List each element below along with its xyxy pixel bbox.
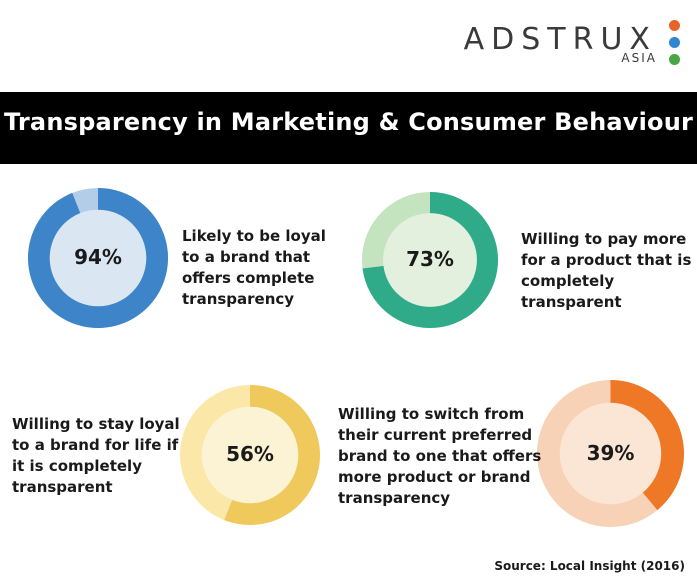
logo-subtitle: ASIA xyxy=(621,51,657,65)
donut-center xyxy=(49,209,147,307)
brand-logo: ADSTRUX ASIA xyxy=(457,18,657,68)
logo-dots-icon xyxy=(669,20,681,68)
stat-description: Likely to be loyal to a brand that offer… xyxy=(182,227,326,308)
donut-chart-pay-more: 73% xyxy=(362,192,498,328)
donut-svg xyxy=(362,192,498,328)
title-banner: Transparency in Marketing & Consumer Beh… xyxy=(0,92,697,164)
logo-dot-green xyxy=(669,54,680,65)
page-title: Transparency in Marketing & Consumer Beh… xyxy=(3,108,694,136)
stat-description: Willing to switch from their current pre… xyxy=(338,405,542,507)
donut-value-label: 73% xyxy=(406,247,454,271)
stat-description: Willing to stay loyal to a brand for lif… xyxy=(12,415,180,496)
logo-dot-orange xyxy=(669,20,680,31)
donut-chart-switch-brand: 39% xyxy=(537,380,684,527)
donut-value-label: 39% xyxy=(586,441,635,465)
donut-svg xyxy=(180,385,320,525)
donut-center xyxy=(383,213,477,307)
donut-center xyxy=(201,406,299,504)
donut-value-label: 94% xyxy=(74,245,122,269)
donut-svg xyxy=(537,380,684,527)
donut-center xyxy=(559,402,662,505)
donut-chart-loyal-complete: 94% xyxy=(28,188,168,328)
source-note: Source: Local Insight (2016) xyxy=(494,559,685,573)
logo-wordmark: ADSTRUX xyxy=(463,22,657,57)
donut-svg xyxy=(28,188,168,328)
donut-value-label: 56% xyxy=(226,442,274,466)
donut-chart-loyal-for-life: 56% xyxy=(180,385,320,525)
stat-description: Willing to pay more for a product that i… xyxy=(521,230,692,311)
logo-dot-blue xyxy=(669,37,680,48)
